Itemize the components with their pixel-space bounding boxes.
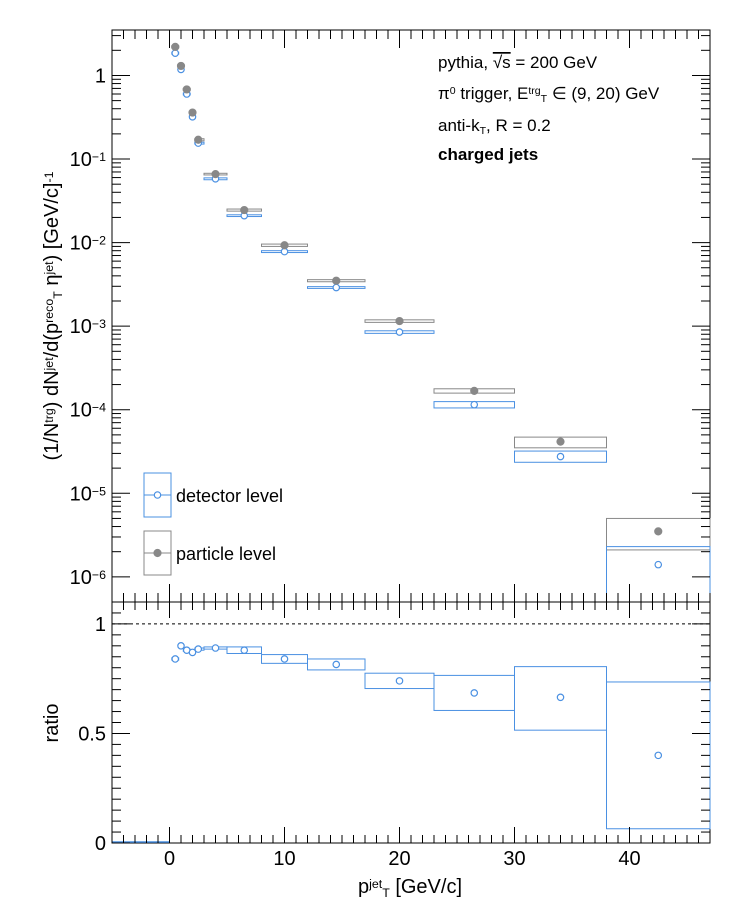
ratio-point — [240, 646, 249, 655]
systematic-box — [606, 517, 711, 551]
annotation-algo: anti-kT, R = 0.2 — [438, 116, 551, 137]
ratio-point — [470, 689, 479, 697]
upper-panel: 1 10−1 10−2 10−3 10−4 10−5 10−6 pythia, √s = 2… — [41, 29, 711, 603]
systematic-box — [606, 546, 711, 603]
y-tick-label: 0 — [95, 833, 106, 855]
data-point — [470, 386, 479, 395]
upper-axis-ticks: 1 10−1 10−2 10−3 10−4 10−5 10−6 — [70, 30, 711, 602]
ratio-point — [177, 642, 185, 650]
x-tick-label: 0 — [164, 848, 175, 870]
lower-axis-ticks: 0 10 20 30 40 0 0.5 1 — [78, 601, 711, 870]
y-tick-label: 10−5 — [70, 483, 106, 505]
ratio-point — [188, 648, 197, 657]
y-tick-label: 10−6 — [70, 567, 106, 589]
data-point — [470, 400, 479, 409]
ratio-point — [654, 751, 663, 760]
lower-plot-frame — [111, 601, 711, 844]
y-tick-label: 1 — [95, 65, 106, 87]
data-point — [556, 452, 565, 461]
annotation-gen: pythia, √s = 200 GeV — [438, 53, 598, 72]
upper-y-axis-label: (1/Ntrg) dNjet/d(precoT ηjet) [GeV/c]-1 — [41, 171, 65, 460]
systematic-box — [514, 436, 607, 449]
y-tick-label: 10−1 — [70, 149, 106, 171]
ratio-point — [211, 644, 220, 652]
data-point — [654, 560, 663, 569]
ratio-point — [395, 677, 404, 685]
data-point — [332, 283, 341, 292]
ratio-point — [194, 645, 203, 653]
data-point — [395, 316, 404, 326]
x-tick-label: 30 — [503, 848, 525, 870]
lower-y-axis-label: ratio — [41, 704, 63, 743]
data-point — [556, 437, 565, 446]
data-point — [188, 108, 197, 117]
legend-marker — [153, 548, 162, 558]
ratio-point — [171, 655, 180, 663]
lower-markers — [171, 642, 663, 760]
annotation-trigger: π0 trigger, EtrgT ∈ (9, 20) GeV — [438, 84, 660, 105]
annotation-jets: charged jets — [438, 145, 538, 164]
y-tick-label: 10−2 — [70, 233, 106, 255]
data-point — [280, 247, 289, 256]
ratio-point — [556, 693, 565, 702]
data-point — [240, 205, 249, 215]
y-tick-label: 10−3 — [70, 316, 106, 338]
x-tick-label: 10 — [273, 848, 295, 870]
legend-marker — [153, 491, 162, 499]
data-point — [654, 527, 663, 536]
ratio-point — [280, 655, 289, 663]
upper-annotations: pythia, √s = 200 GeV π0 trigger, EtrgT ∈ … — [438, 53, 660, 164]
ratio-box — [307, 658, 366, 671]
lower-panel: 0 10 20 30 40 0 0.5 1 ratio pjetT [GeV/c] — [41, 601, 711, 900]
data-point — [332, 276, 341, 285]
data-point — [395, 328, 404, 336]
legend-label: detector level — [176, 486, 283, 506]
data-point — [176, 61, 186, 71]
systematic-box — [514, 450, 607, 463]
upper-markers — [171, 42, 663, 569]
y-tick-label: 0.5 — [78, 723, 106, 745]
x-tick-label: 40 — [618, 848, 640, 870]
legend-label: particle level — [176, 544, 276, 564]
lower-error-boxes — [112, 623, 711, 843]
data-point — [182, 85, 191, 94]
data-point — [280, 241, 289, 250]
upper-plot-frame — [111, 29, 711, 603]
x-axis-label: pjetT [GeV/c] — [358, 876, 462, 900]
legend: detector level particle level — [143, 472, 283, 576]
y-tick-label: 1 — [95, 614, 106, 636]
data-point — [194, 135, 203, 144]
data-point — [211, 170, 220, 179]
x-tick-label: 20 — [388, 848, 410, 870]
data-point — [171, 42, 180, 51]
ratio-point — [332, 660, 341, 669]
y-tick-label: 10−4 — [70, 400, 106, 422]
